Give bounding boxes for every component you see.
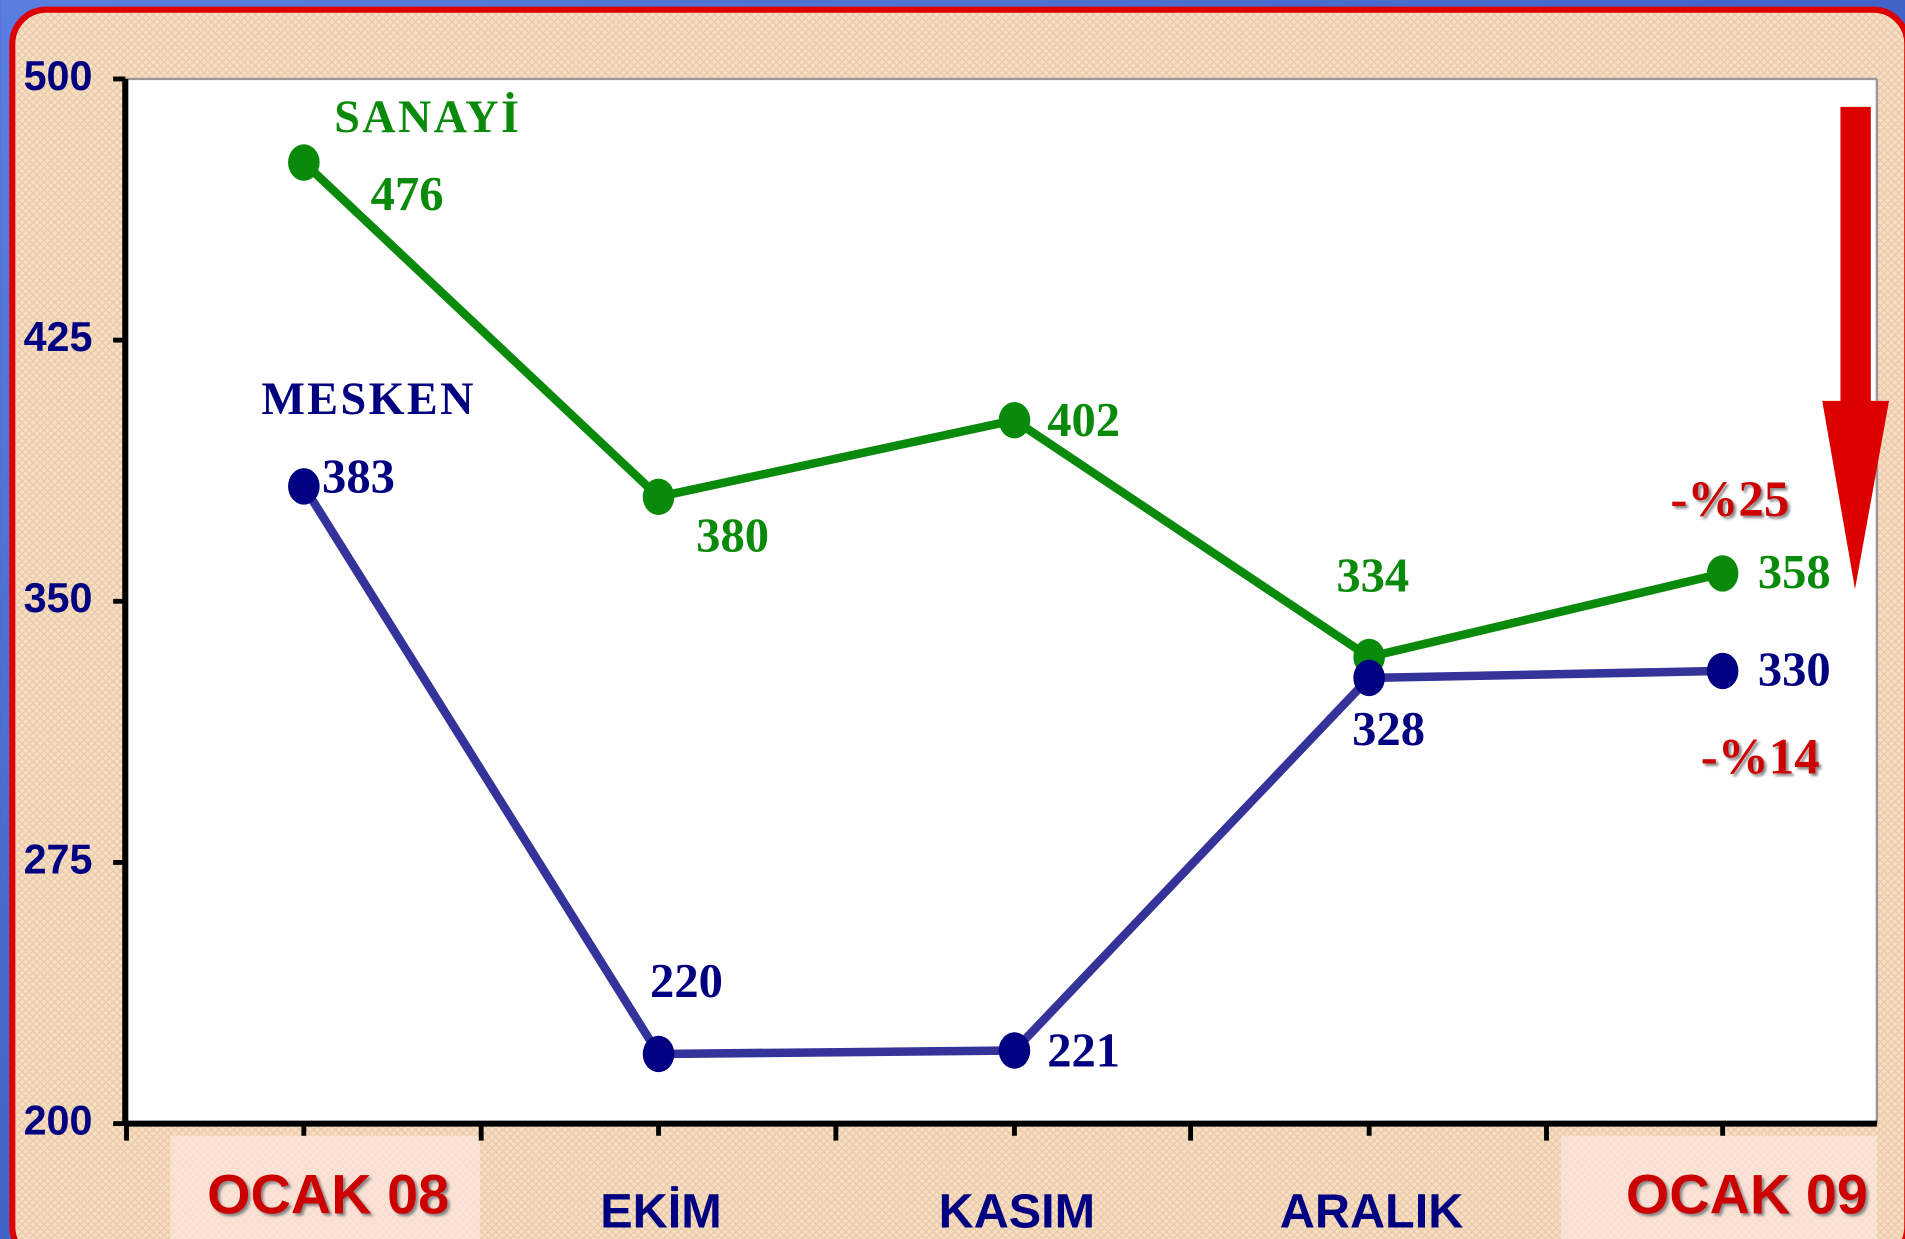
- point: [1706, 555, 1739, 592]
- point: [642, 1035, 675, 1073]
- down-arrow: [1822, 106, 1890, 590]
- point: [1706, 652, 1739, 690]
- data-label: 220: [650, 954, 723, 1008]
- x-tick-label: ARALIK: [1280, 1185, 1464, 1239]
- data-label: 334: [1336, 549, 1409, 603]
- y-tick-label: 350: [24, 575, 93, 621]
- x-tick-label: KASIM: [939, 1185, 1096, 1239]
- series-name: MESKEN: [261, 373, 476, 424]
- data-label: 402: [1047, 393, 1120, 447]
- point: [288, 468, 320, 505]
- data-label: 221: [1047, 1023, 1120, 1077]
- point: [288, 144, 320, 181]
- y-tick-label: 500: [24, 53, 93, 99]
- plot-area: [127, 78, 1877, 1124]
- point: [1353, 659, 1385, 697]
- y-tick-label: 425: [24, 314, 93, 360]
- axes: 200 275 350 425 500 OCAK 08 EKİM KASIM ARALIK OCA…: [24, 53, 1877, 1239]
- annotation: -%25: [1670, 472, 1789, 528]
- y-tick-label: 200: [24, 1098, 93, 1144]
- data-label: 383: [322, 450, 395, 504]
- x-tick-label: EKİM: [600, 1185, 721, 1239]
- highlight: [1561, 1135, 1877, 1239]
- highlight: [170, 1135, 480, 1239]
- x-tick-label: OCAK 08: [207, 1163, 449, 1226]
- point: [998, 401, 1031, 439]
- point: [998, 1032, 1031, 1069]
- marks: 476 380 402 334 358 SANAYİ 383 220 221 328 330 MESK…: [261, 91, 1830, 1077]
- point: [642, 478, 675, 516]
- data-label: 380: [696, 509, 769, 563]
- data-label: 330: [1758, 643, 1831, 697]
- x-tick-label: OCAK 09: [1626, 1163, 1868, 1226]
- data-label: 358: [1758, 545, 1831, 599]
- data-label: 476: [371, 167, 444, 221]
- y-tick-label: 275: [24, 836, 93, 882]
- annotation: -%14: [1701, 729, 1820, 785]
- series-name: SANAYİ: [334, 91, 521, 142]
- data-label: 328: [1352, 702, 1425, 756]
